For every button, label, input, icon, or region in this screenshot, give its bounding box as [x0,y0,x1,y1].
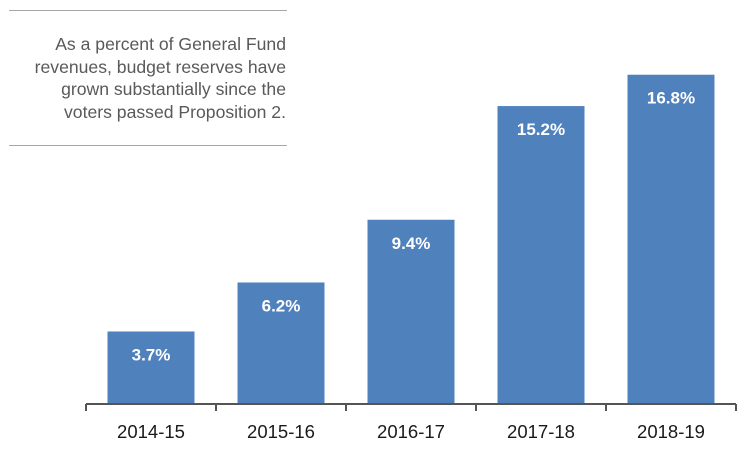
bottom-divider [9,145,287,146]
data-label: 3.7% [132,345,171,364]
x-tick-label: 2015-16 [247,421,315,442]
x-tick-label: 2018-19 [637,421,705,442]
bar-2017-18 [497,106,585,404]
bars-group: 3.7% 6.2% 9.4% 15.2% 16.8% [107,74,715,404]
x-axis: 2014-15 2015-16 2016-17 2017-18 2018-19 [85,403,737,442]
data-label: 6.2% [262,296,301,315]
data-label: 15.2% [517,120,565,139]
bar-2016-17 [367,219,455,404]
x-tick-label: 2016-17 [377,421,445,442]
caption-line: As a percent of General Fund [55,34,286,54]
chart-caption: As a percent of General Fund revenues, b… [9,33,286,123]
data-label: 9.4% [392,234,431,253]
x-tick-label: 2014-15 [117,421,185,442]
bar-2014-15 [107,331,195,404]
bar-2018-19 [627,74,715,404]
x-tick-label: 2017-18 [507,421,575,442]
caption-line: revenues, budget reserves have [34,56,286,77]
caption-line: voters passed Proposition 2. [63,101,286,122]
bar-2015-16 [237,282,325,404]
data-label: 16.8% [647,89,695,108]
top-divider [9,10,287,11]
caption-line: grown substantially since the [61,79,286,99]
